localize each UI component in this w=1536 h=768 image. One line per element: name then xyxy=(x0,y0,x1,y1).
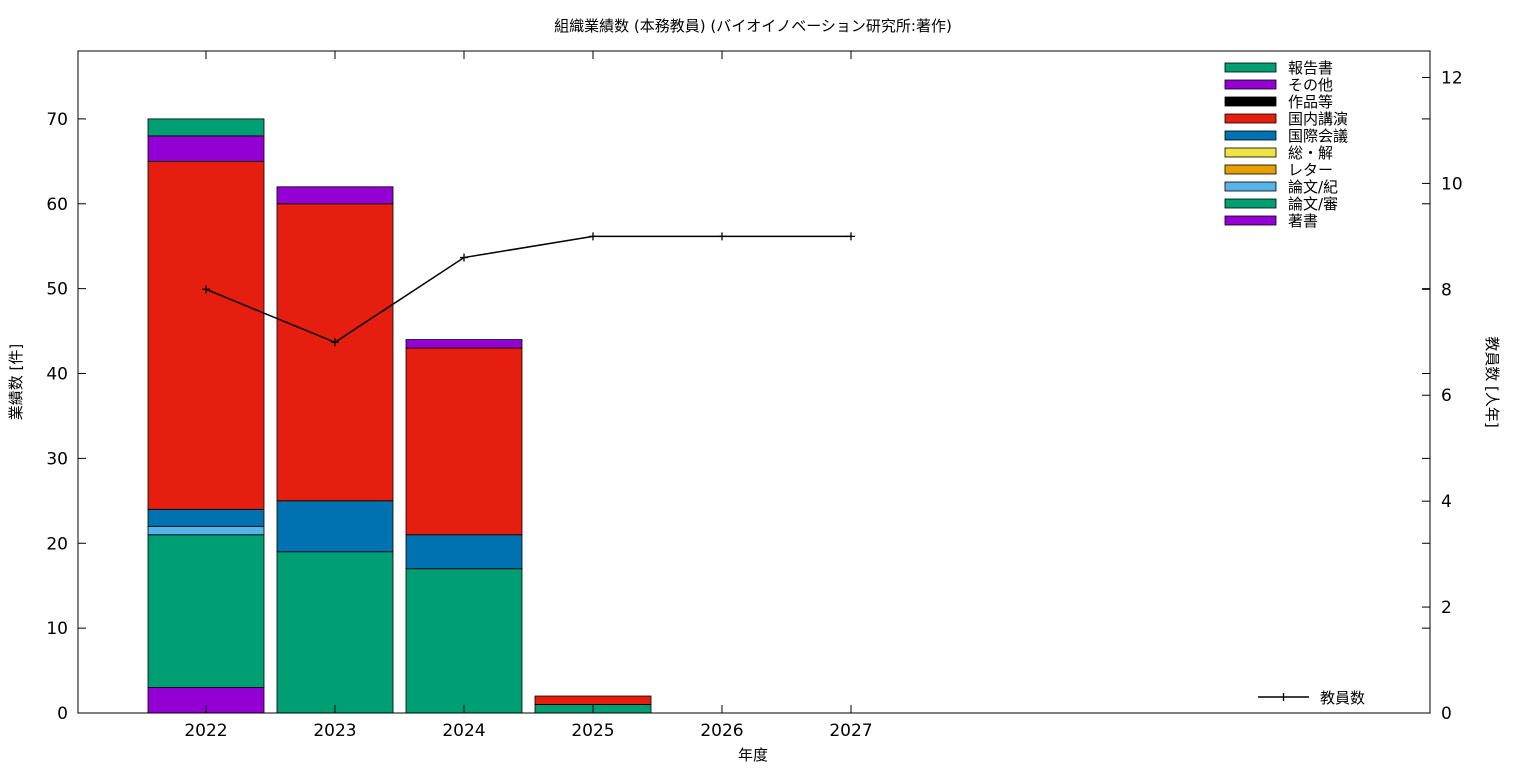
y-tick-label: 50 xyxy=(46,280,68,300)
legend-label: 論文/審 xyxy=(1288,195,1338,213)
y2-tick-label: 2 xyxy=(1441,598,1452,618)
plot-frame xyxy=(77,50,1431,714)
bar-segment xyxy=(405,339,523,349)
legend-label: 国際会議 xyxy=(1288,127,1348,145)
legend-label: 国内講演 xyxy=(1288,110,1348,128)
line-legend: 教員数 xyxy=(1258,689,1365,707)
y-tick-label: 30 xyxy=(46,449,68,469)
legend-label: レター xyxy=(1288,161,1333,179)
bar-segment xyxy=(276,203,394,502)
bar-segment xyxy=(276,186,394,205)
y-tick-label: 40 xyxy=(46,365,68,385)
plot-area xyxy=(147,118,855,714)
line-point xyxy=(331,338,339,347)
bar-segment xyxy=(147,135,265,162)
x-axis-label: 年度 xyxy=(738,746,768,764)
legend-swatch xyxy=(1224,79,1277,90)
bar-segment xyxy=(534,695,652,705)
legend-swatch xyxy=(1224,113,1277,124)
bar-segment xyxy=(147,508,265,527)
line-legend-label: 教員数 xyxy=(1320,689,1365,707)
legend-swatch xyxy=(1224,130,1277,141)
y2-tick-label: 12 xyxy=(1441,68,1463,88)
y-tick-label: 10 xyxy=(46,619,68,639)
legend-swatch xyxy=(1224,62,1277,73)
legend-label: 報告書 xyxy=(1288,59,1333,77)
y-tick-label: 60 xyxy=(46,195,68,215)
y-tick-label: 0 xyxy=(57,704,68,724)
legend-label: 総・解 xyxy=(1288,144,1333,162)
y-axis-right: 0 2 4 6 8 10 12 xyxy=(1422,68,1463,724)
x-tick-label: 2027 xyxy=(829,721,872,741)
bar-segment xyxy=(276,500,394,553)
bar-segment xyxy=(147,160,265,510)
x-tick-label: 2024 xyxy=(442,721,485,741)
legend-label: 作品等 xyxy=(1288,93,1333,111)
bar-segment xyxy=(276,551,394,714)
line-point xyxy=(589,232,597,241)
bar-segment xyxy=(147,534,265,688)
x-tick-label: 2025 xyxy=(571,721,614,741)
y-axis-left: 0 10 20 30 40 50 60 70 xyxy=(46,110,1430,724)
y2-tick-label: 6 xyxy=(1441,386,1452,406)
y2-tick-label: 0 xyxy=(1441,704,1452,724)
y2-tick-label: 8 xyxy=(1441,280,1452,300)
x-tick-label: 2026 xyxy=(700,721,743,741)
y2-axis-label: 教員数 [人年] xyxy=(1483,336,1501,427)
bar-segment xyxy=(147,118,265,137)
legend-swatch xyxy=(1224,164,1277,175)
x-tick-label: 2022 xyxy=(184,721,227,741)
line-point xyxy=(460,253,468,262)
y2-tick-label: 4 xyxy=(1441,492,1452,512)
legend-label: その他 xyxy=(1288,76,1333,94)
y-axis-label: 業績数 [件] xyxy=(7,344,25,420)
legend-swatch xyxy=(1224,198,1277,209)
y2-tick-label: 10 xyxy=(1441,174,1463,194)
x-axis: 2022 2023 2024 2025 2026 2027 xyxy=(184,51,873,741)
line-series xyxy=(205,235,851,344)
line-point xyxy=(847,232,855,241)
y-tick-label: 70 xyxy=(46,110,68,130)
y-tick-label: 20 xyxy=(46,534,68,554)
legend-swatch xyxy=(1224,181,1277,192)
line-point xyxy=(718,232,726,241)
bar-segment xyxy=(405,568,523,714)
bar-segment xyxy=(405,534,523,570)
legend-swatch xyxy=(1224,96,1277,107)
legend-swatch xyxy=(1224,215,1277,226)
legend-label: 論文/紀 xyxy=(1288,178,1338,196)
legend-swatch xyxy=(1224,147,1277,158)
line-point xyxy=(202,285,210,294)
chart-title: 組織業績数 (本務教員) (バイオイノベーション研究所:著作) xyxy=(554,17,952,35)
legend-label: 著書 xyxy=(1288,212,1318,230)
x-tick-label: 2023 xyxy=(313,721,356,741)
bar-segment xyxy=(405,347,523,536)
bar-segment xyxy=(147,525,265,536)
